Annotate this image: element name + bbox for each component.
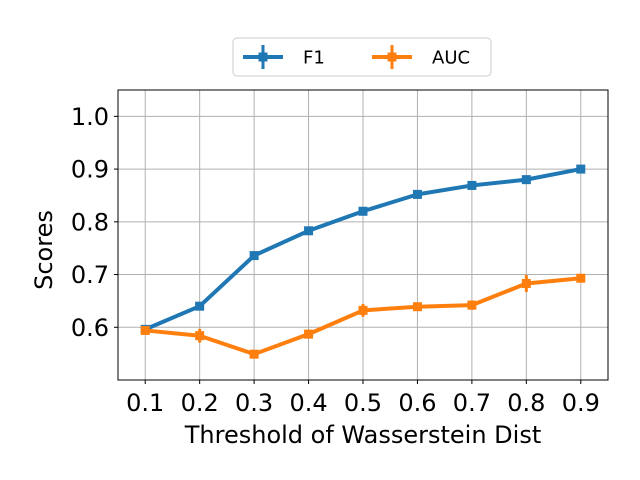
data-point xyxy=(249,251,259,261)
data-point xyxy=(195,301,205,311)
x-tick-label: 0.7 xyxy=(453,389,491,417)
legend-label: AUC xyxy=(432,48,470,69)
data-point xyxy=(412,189,422,199)
axis-ticks: 0.1 0.2 0.3 0.4 0.5 0.6 0.7 0.8 0.9 0.6 0.7 0.8 0.9 1… xyxy=(71,103,600,417)
y-tick-label: 1.0 xyxy=(71,103,109,131)
data-point xyxy=(195,331,205,341)
data-point xyxy=(358,206,368,216)
data-point xyxy=(304,226,314,236)
x-tick-label: 0.6 xyxy=(398,389,436,417)
series-f1 xyxy=(140,164,586,334)
data-point xyxy=(576,273,586,283)
legend-label: F1 xyxy=(303,48,325,69)
x-tick-label: 0.4 xyxy=(289,389,327,417)
legend: F1 AUC xyxy=(232,37,492,77)
data-point xyxy=(576,164,586,174)
data-point xyxy=(249,349,259,359)
series-auc xyxy=(140,273,586,359)
legend-box xyxy=(232,37,492,77)
series-layer xyxy=(140,164,586,359)
data-point xyxy=(467,180,477,190)
y-tick-label: 0.9 xyxy=(71,156,109,184)
x-tick-label: 0.3 xyxy=(235,389,273,417)
y-axis-label: Scores xyxy=(30,210,58,290)
legend-marker xyxy=(258,52,268,62)
data-point xyxy=(521,279,531,289)
x-tick-label: 0.2 xyxy=(181,389,219,417)
legend-marker xyxy=(387,52,397,62)
data-point xyxy=(140,325,150,335)
data-point xyxy=(358,305,368,315)
x-axis-label: Threshold of Wasserstein Dist xyxy=(184,421,541,449)
legend-entry-f1: F1 xyxy=(243,45,325,69)
grid xyxy=(118,90,608,380)
y-tick-label: 0.7 xyxy=(71,261,109,289)
data-point xyxy=(304,329,314,339)
y-tick-label: 0.8 xyxy=(71,208,109,236)
data-point xyxy=(467,300,477,310)
x-tick-label: 0.5 xyxy=(344,389,382,417)
x-tick-label: 0.1 xyxy=(126,389,164,417)
x-tick-label: 0.8 xyxy=(507,389,545,417)
x-tick-label: 0.9 xyxy=(562,389,600,417)
legend-entry-auc: AUC xyxy=(372,45,470,69)
data-point xyxy=(412,302,422,312)
data-point xyxy=(521,175,531,185)
y-tick-label: 0.6 xyxy=(71,314,109,342)
